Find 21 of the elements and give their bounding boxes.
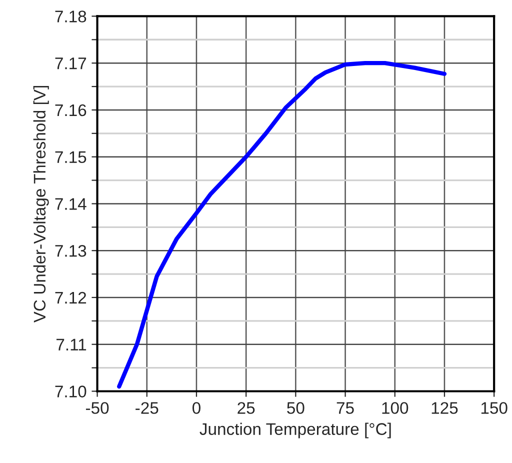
y-tick-label: 7.13 <box>55 245 86 257</box>
x-tick-label: 50 <box>287 402 304 414</box>
y-axis-title: VC Under-Voltage Threshold [V] <box>33 86 49 323</box>
y-tick-label: 7.11 <box>56 338 86 350</box>
x-tick-label: -25 <box>136 402 158 414</box>
x-tick-label: 150 <box>481 402 508 414</box>
x-tick-label: 0 <box>192 402 200 414</box>
y-tick-label: 7.17 <box>55 58 86 70</box>
x-axis-title: Junction Temperature [°C] <box>200 422 391 438</box>
x-tick-label: 100 <box>382 402 408 414</box>
y-tick-label: 7.10 <box>55 386 86 398</box>
line-series <box>117 61 447 389</box>
y-tick-label: 7.16 <box>55 104 86 116</box>
x-tick-label: 125 <box>432 402 458 414</box>
x-tick-label: 75 <box>336 402 354 414</box>
y-tick-label: 7.18 <box>55 10 86 22</box>
y-tick-label: 7.15 <box>55 151 86 164</box>
x-tick-label: 25 <box>238 402 255 414</box>
x-tick-label: -50 <box>86 402 109 414</box>
y-tick-label: 7.12 <box>55 292 86 304</box>
y-tick-label: 7.14 <box>55 198 86 210</box>
